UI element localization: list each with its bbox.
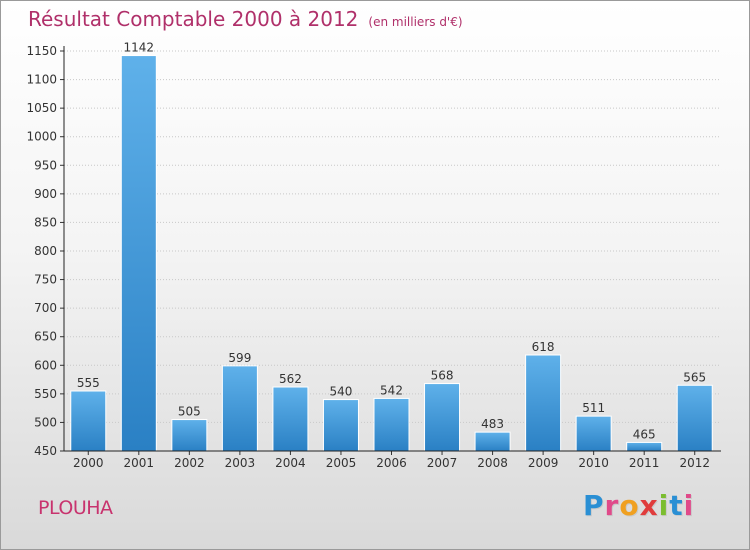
bar bbox=[575, 415, 612, 452]
bar-value-label: 562 bbox=[279, 372, 302, 386]
logo-letter: i bbox=[683, 489, 695, 522]
logo-letter: o bbox=[619, 489, 640, 522]
bars-layer: 555 1142 505 599 562 540 542 568 483 618 511 465 565 bbox=[70, 41, 713, 452]
logo-letter: r bbox=[604, 489, 620, 522]
bar bbox=[272, 386, 309, 452]
bar-value-label: 505 bbox=[178, 405, 201, 419]
x-tick-label: 2003 bbox=[225, 456, 256, 470]
x-tick-label: 2009 bbox=[528, 456, 559, 470]
logo-letter: x bbox=[639, 489, 659, 522]
y-tick-label: 450 bbox=[34, 444, 57, 458]
bar bbox=[424, 383, 461, 452]
y-tick-label: 900 bbox=[34, 187, 57, 201]
y-tick-label: 950 bbox=[34, 158, 57, 172]
bar-value-label: 542 bbox=[380, 383, 403, 397]
x-tick-label: 2005 bbox=[326, 456, 357, 470]
logo-letter: i bbox=[658, 489, 670, 522]
chart-title-text: Résultat Comptable 2000 à 2012 bbox=[28, 7, 359, 31]
y-tick-label: 1000 bbox=[26, 130, 57, 144]
grid-layer bbox=[64, 50, 721, 423]
x-tick-label: 2012 bbox=[679, 456, 710, 470]
proxiti-logo: Proxiti bbox=[583, 489, 694, 522]
x-tick-label: 2010 bbox=[578, 456, 609, 470]
bar bbox=[626, 441, 663, 452]
x-tick-label: 2000 bbox=[73, 456, 104, 470]
bar-value-label: 568 bbox=[431, 369, 454, 383]
bar-value-label: 483 bbox=[481, 417, 504, 431]
logo-letter: P bbox=[583, 489, 605, 522]
commune-name: PLOUHA bbox=[38, 497, 113, 519]
bar-value-label: 618 bbox=[532, 340, 555, 354]
x-tick-label: 2004 bbox=[275, 456, 306, 470]
y-tick-label: 1050 bbox=[26, 101, 57, 115]
y-tick-label: 800 bbox=[34, 244, 57, 258]
bar bbox=[221, 365, 258, 452]
bar bbox=[171, 419, 208, 452]
y-tick-label: 700 bbox=[34, 301, 57, 315]
y-tick-label: 650 bbox=[34, 330, 57, 344]
bar-value-label: 465 bbox=[633, 427, 656, 441]
x-tick-label: 2006 bbox=[376, 456, 407, 470]
y-tick-label: 500 bbox=[34, 415, 57, 429]
y-tick-label: 1100 bbox=[26, 73, 57, 87]
bar bbox=[373, 397, 410, 452]
y-tick-label: 1150 bbox=[26, 44, 57, 58]
bar-value-label: 1142 bbox=[124, 41, 155, 55]
bar bbox=[322, 399, 359, 452]
x-tick-label: 2001 bbox=[124, 456, 155, 470]
y-tick-label: 750 bbox=[34, 273, 57, 287]
bar-value-label: 599 bbox=[228, 351, 251, 365]
bar bbox=[676, 384, 713, 452]
y-tick-label: 850 bbox=[34, 215, 57, 229]
x-tick-label: 2002 bbox=[174, 456, 205, 470]
y-tick-label: 600 bbox=[34, 358, 57, 372]
bar-value-label: 540 bbox=[330, 385, 353, 399]
x-tick-label: 2007 bbox=[427, 456, 458, 470]
x-tick-label: 2011 bbox=[629, 456, 660, 470]
bar bbox=[120, 55, 157, 452]
logo-letter: t bbox=[669, 489, 684, 522]
bar bbox=[474, 431, 511, 452]
bar bbox=[70, 390, 107, 452]
x-tick-label: 2008 bbox=[477, 456, 508, 470]
bar-value-label: 555 bbox=[77, 376, 100, 390]
chart-unit-note: (en milliers d'€) bbox=[368, 15, 463, 29]
bar bbox=[525, 354, 562, 452]
bar-value-label: 511 bbox=[582, 401, 605, 415]
chart-title: Résultat Comptable 2000 à 2012 (en millie… bbox=[28, 7, 463, 31]
bar-value-label: 565 bbox=[683, 370, 706, 384]
y-tick-label: 550 bbox=[34, 387, 57, 401]
axes-layer: 450 500 550 600 650 700 750 800 850 900 950 1000 105… bbox=[26, 44, 721, 470]
